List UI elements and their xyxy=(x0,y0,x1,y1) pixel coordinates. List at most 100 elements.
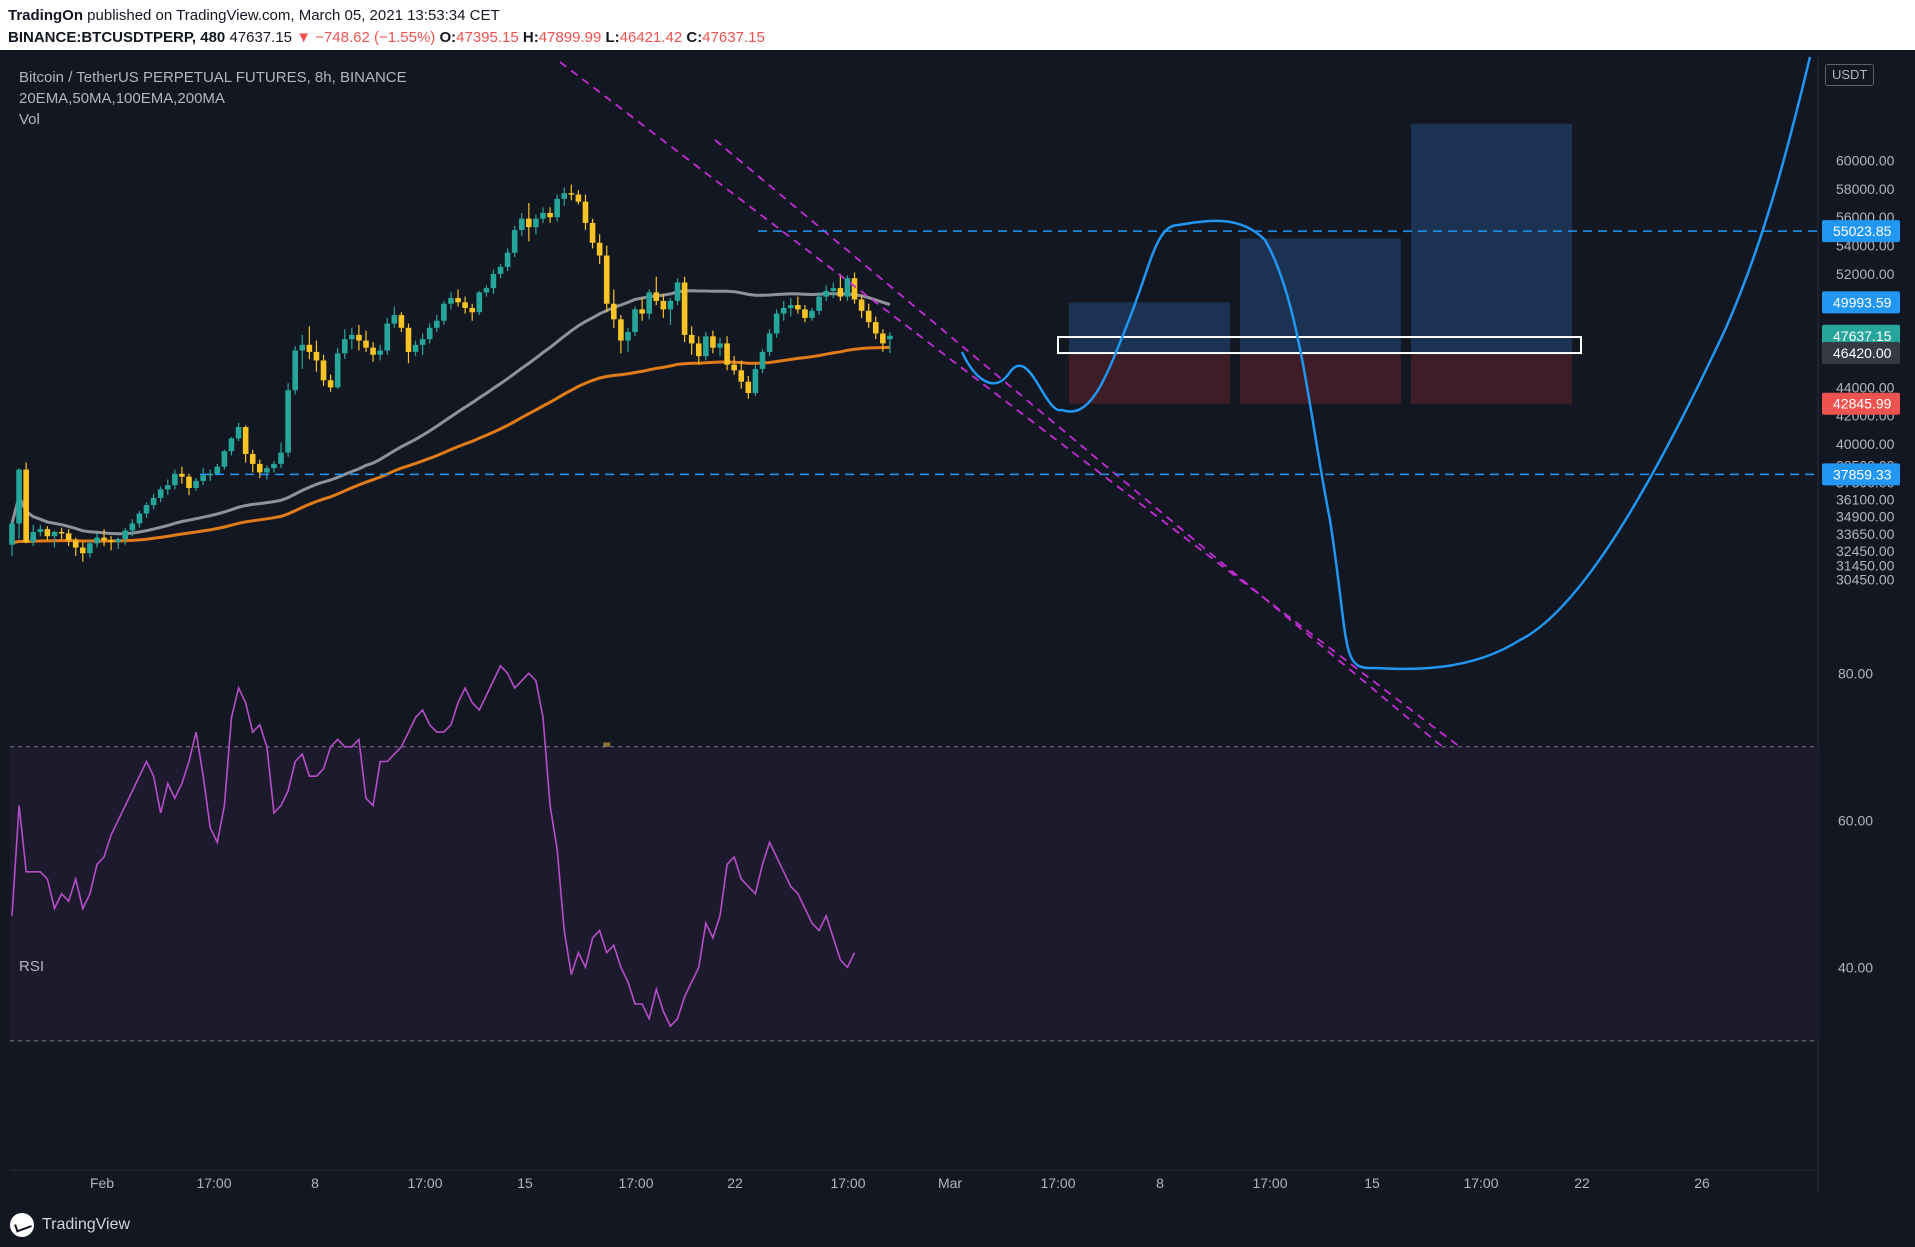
candle-body xyxy=(334,353,341,388)
currency-unit-badge[interactable]: USDT xyxy=(1825,64,1875,86)
candle-body xyxy=(235,427,242,439)
candle xyxy=(518,212,525,236)
candle xyxy=(476,290,483,316)
symbol-label: BINANCE:BTCUSDTPERP, 480 xyxy=(8,29,226,46)
target-zone-3 xyxy=(1411,123,1572,354)
candle xyxy=(858,295,865,318)
candle xyxy=(865,303,872,328)
candle-body xyxy=(880,333,886,344)
price-tag: 47637.15 xyxy=(1822,324,1900,347)
candle xyxy=(844,275,851,301)
rsi-axis-label: 80.00 xyxy=(1838,665,1873,681)
candle xyxy=(710,330,716,354)
candle-body xyxy=(186,476,192,489)
time-axis-label: 17:00 xyxy=(196,1175,231,1191)
candle xyxy=(625,327,631,352)
candle-body xyxy=(639,309,645,314)
candle xyxy=(462,296,468,314)
volume-label[interactable]: Vol xyxy=(19,111,40,128)
price-tag: 49993.59 xyxy=(1822,291,1900,314)
candle xyxy=(497,264,504,279)
candle xyxy=(193,478,199,491)
candle xyxy=(242,425,249,463)
candle xyxy=(688,326,695,355)
indicator-list[interactable]: 20EMA,50MA,100EMA,200MA xyxy=(19,90,225,107)
candle-body xyxy=(858,299,865,311)
candle-body xyxy=(207,473,214,476)
candle xyxy=(186,473,192,496)
candle xyxy=(872,316,879,340)
candle xyxy=(660,293,667,318)
tradingview-logo-icon xyxy=(10,1213,34,1237)
candle xyxy=(540,207,546,223)
candle xyxy=(646,289,652,320)
price-chart[interactable]: 60000.0058000.0056000.0054000.0052000.00… xyxy=(0,0,1915,1205)
price-tag-bg xyxy=(1822,392,1900,415)
candle xyxy=(129,519,136,537)
candle-body xyxy=(816,296,822,311)
publish-line: TradingOn published on TradingView.com, … xyxy=(8,7,500,24)
chart-legend: Bitcoin / TetherUS PERPETUAL FUTURES, 8h… xyxy=(19,67,407,130)
high-label: H: xyxy=(522,29,539,46)
candle xyxy=(214,463,221,476)
candle-body xyxy=(547,212,553,218)
price-tag-label: 42845.99 xyxy=(1833,396,1892,412)
candle-body xyxy=(710,336,716,348)
time-axis-label: 17:00 xyxy=(1252,1175,1287,1191)
low-label: L: xyxy=(605,29,620,46)
time-axis-label: 15 xyxy=(517,1175,533,1191)
candle-body xyxy=(143,505,150,514)
candle xyxy=(341,329,348,360)
price-tag-label: 49993.59 xyxy=(1833,294,1892,310)
time-axis-label: 22 xyxy=(727,1175,743,1191)
price-tag-bg xyxy=(1822,291,1900,314)
time-axis-label: 26 xyxy=(1694,1175,1710,1191)
candle xyxy=(16,468,22,540)
publisher-name[interactable]: TradingOn xyxy=(8,7,83,24)
candle xyxy=(745,376,752,399)
candle-body xyxy=(887,335,893,340)
candle-body xyxy=(724,343,730,365)
candle-body xyxy=(497,266,504,274)
candle xyxy=(228,436,235,456)
time-axis-label: 17:00 xyxy=(1040,1175,1075,1191)
candle-body xyxy=(851,278,858,300)
candle xyxy=(441,300,447,325)
candle xyxy=(136,510,143,528)
candle-body xyxy=(695,343,702,357)
candle xyxy=(724,336,730,371)
candle-body xyxy=(844,278,851,297)
candle xyxy=(667,298,674,325)
candle-body xyxy=(292,350,298,391)
candle-body xyxy=(327,380,334,388)
price-projection-path xyxy=(960,56,1812,671)
candle-body xyxy=(306,344,313,352)
candle xyxy=(72,537,79,557)
candle xyxy=(235,422,242,442)
candle xyxy=(264,465,270,480)
candle xyxy=(419,333,426,355)
candle xyxy=(738,360,745,389)
candle xyxy=(618,315,624,354)
candle-body xyxy=(136,513,143,524)
candle-body xyxy=(469,307,475,313)
candle-body xyxy=(44,529,51,537)
candle-body xyxy=(51,531,58,537)
candle-body xyxy=(646,292,652,314)
candle xyxy=(823,285,829,301)
candle xyxy=(143,502,150,518)
rsi-label[interactable]: RSI xyxy=(19,958,45,975)
candle-body xyxy=(370,347,376,355)
candle-body xyxy=(200,475,206,481)
candle xyxy=(207,469,214,481)
candle-body xyxy=(419,339,426,345)
candle-body xyxy=(703,336,709,357)
candle-body xyxy=(618,319,624,341)
candle-body xyxy=(214,466,221,474)
candle xyxy=(320,354,327,386)
candle xyxy=(547,207,553,223)
published-text: published on TradingView.com, March 05, … xyxy=(87,7,500,24)
candle xyxy=(349,327,355,350)
candle xyxy=(157,486,164,503)
candle-body xyxy=(766,333,773,352)
